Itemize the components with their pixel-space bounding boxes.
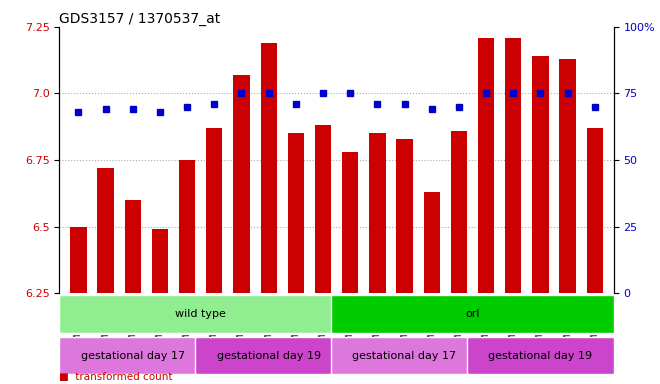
Text: gestational day 17: gestational day 17	[81, 351, 185, 361]
Bar	[451, 131, 467, 293]
Bar	[288, 133, 304, 293]
Bar	[532, 56, 548, 293]
Text: GDS3157 / 1370537_at: GDS3157 / 1370537_at	[59, 12, 220, 26]
FancyBboxPatch shape	[59, 295, 342, 333]
Bar	[369, 133, 385, 293]
Bar	[505, 38, 521, 293]
Bar	[206, 128, 222, 293]
FancyBboxPatch shape	[467, 337, 614, 374]
Bar	[125, 200, 141, 293]
FancyBboxPatch shape	[59, 337, 206, 374]
Text: orl: orl	[465, 309, 480, 319]
Bar	[179, 160, 195, 293]
Text: wild type: wild type	[176, 309, 226, 319]
Bar	[261, 43, 277, 293]
Bar	[478, 38, 494, 293]
Text: gestational day 19: gestational day 19	[488, 351, 593, 361]
Bar	[234, 75, 249, 293]
Bar	[424, 192, 440, 293]
Text: gestational day 17: gestational day 17	[352, 351, 457, 361]
Bar	[397, 139, 412, 293]
Bar	[560, 59, 576, 293]
Bar	[342, 152, 358, 293]
FancyBboxPatch shape	[331, 337, 478, 374]
Bar	[315, 126, 331, 293]
Bar	[70, 227, 86, 293]
Text: gestational day 19: gestational day 19	[216, 351, 321, 361]
Bar	[587, 128, 603, 293]
FancyBboxPatch shape	[331, 295, 614, 333]
Bar	[152, 229, 168, 293]
FancyBboxPatch shape	[195, 337, 342, 374]
Text: ■  transformed count: ■ transformed count	[59, 372, 173, 382]
Bar	[98, 168, 114, 293]
